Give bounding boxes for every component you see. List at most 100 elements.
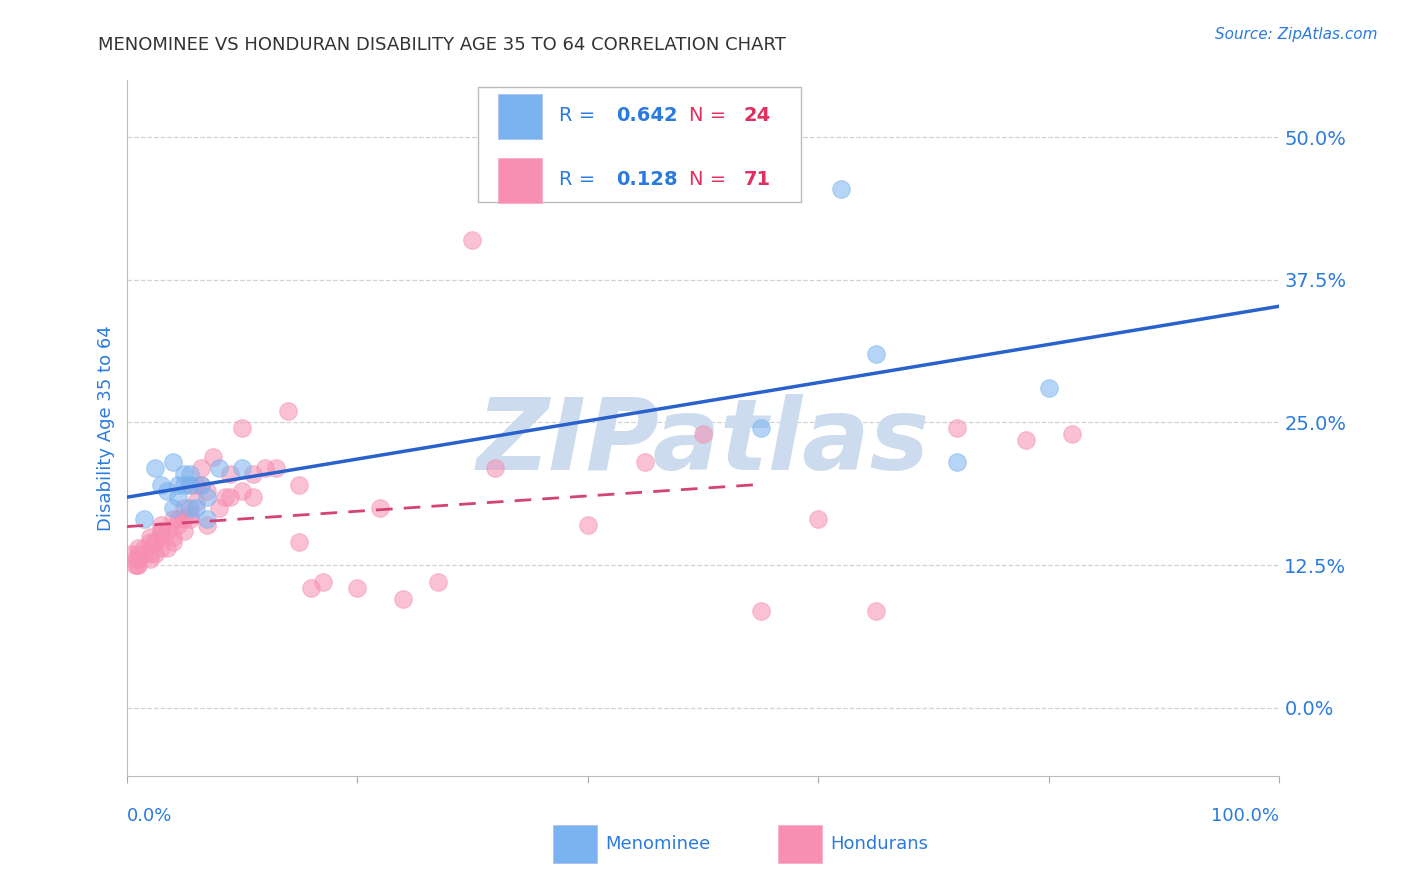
Point xyxy=(277,404,299,418)
Point xyxy=(190,461,212,475)
Point xyxy=(145,535,166,549)
FancyBboxPatch shape xyxy=(498,158,541,203)
Point xyxy=(167,512,190,526)
Point xyxy=(173,467,195,481)
Point xyxy=(138,529,160,543)
Point xyxy=(138,547,160,561)
Point xyxy=(184,495,207,509)
Point xyxy=(145,461,166,475)
Point xyxy=(576,518,599,533)
Point xyxy=(150,524,173,538)
Point xyxy=(219,467,242,481)
Point xyxy=(195,483,218,498)
Point xyxy=(945,421,967,435)
Point xyxy=(145,547,166,561)
Point xyxy=(132,547,155,561)
Point xyxy=(132,541,155,555)
FancyBboxPatch shape xyxy=(478,87,801,202)
Point xyxy=(208,461,231,475)
Point xyxy=(231,483,253,498)
Point xyxy=(156,483,179,498)
Point xyxy=(945,455,967,469)
Point xyxy=(127,558,149,572)
Point xyxy=(311,575,333,590)
Point xyxy=(127,541,149,555)
Point xyxy=(749,604,772,618)
Text: 0.0%: 0.0% xyxy=(127,807,172,825)
Point xyxy=(125,552,148,566)
Point xyxy=(179,467,201,481)
Point xyxy=(865,347,887,361)
Point xyxy=(749,421,772,435)
Point xyxy=(179,478,201,492)
Point xyxy=(426,575,449,590)
Point xyxy=(184,501,207,516)
Point xyxy=(368,501,391,516)
Point xyxy=(634,455,657,469)
Text: Source: ZipAtlas.com: Source: ZipAtlas.com xyxy=(1215,27,1378,42)
Point xyxy=(179,507,201,521)
Point xyxy=(190,478,212,492)
Point xyxy=(231,461,253,475)
Text: 0.128: 0.128 xyxy=(617,169,678,188)
Point xyxy=(150,524,173,538)
Text: MENOMINEE VS HONDURAN DISABILITY AGE 35 TO 64 CORRELATION CHART: MENOMINEE VS HONDURAN DISABILITY AGE 35 … xyxy=(98,36,786,54)
Point xyxy=(173,512,195,526)
Point xyxy=(242,467,264,481)
Point xyxy=(179,501,201,516)
FancyBboxPatch shape xyxy=(778,825,821,863)
Point xyxy=(484,461,506,475)
Point xyxy=(392,592,415,607)
Point xyxy=(156,541,179,555)
FancyBboxPatch shape xyxy=(498,95,541,139)
Text: R =: R = xyxy=(560,105,595,125)
Point xyxy=(132,512,155,526)
Y-axis label: Disability Age 35 to 64: Disability Age 35 to 64 xyxy=(97,326,115,531)
Point xyxy=(173,501,195,516)
Point xyxy=(167,490,190,504)
Point xyxy=(190,478,212,492)
Point xyxy=(138,535,160,549)
Point xyxy=(208,501,231,516)
Point xyxy=(121,547,143,561)
Point xyxy=(162,455,184,469)
Point xyxy=(299,581,322,595)
Point xyxy=(195,512,218,526)
Point xyxy=(127,547,149,561)
Point xyxy=(145,535,166,549)
Point xyxy=(150,518,173,533)
Text: N =: N = xyxy=(689,105,727,125)
Point xyxy=(179,512,201,526)
Point xyxy=(253,461,276,475)
Point xyxy=(179,478,201,492)
Point xyxy=(162,529,184,543)
Point xyxy=(288,478,311,492)
Point xyxy=(461,233,484,247)
Text: Hondurans: Hondurans xyxy=(830,835,928,853)
FancyBboxPatch shape xyxy=(553,825,598,863)
Point xyxy=(167,478,190,492)
Point xyxy=(162,512,184,526)
Text: 100.0%: 100.0% xyxy=(1212,807,1279,825)
Point xyxy=(346,581,368,595)
Point xyxy=(156,524,179,538)
Point xyxy=(150,541,173,555)
Point xyxy=(173,524,195,538)
Point xyxy=(219,490,242,504)
Text: 24: 24 xyxy=(744,105,770,125)
Text: N =: N = xyxy=(689,169,727,188)
Point xyxy=(266,461,288,475)
Point xyxy=(865,604,887,618)
Point xyxy=(124,558,146,572)
Point xyxy=(173,478,195,492)
Point xyxy=(195,518,218,533)
Point xyxy=(1060,426,1083,441)
Point xyxy=(195,490,218,504)
Text: ZIPatlas: ZIPatlas xyxy=(477,393,929,491)
Point xyxy=(242,490,264,504)
Point xyxy=(692,426,714,441)
Text: 71: 71 xyxy=(744,169,770,188)
Point xyxy=(162,501,184,516)
Point xyxy=(125,558,148,572)
Point xyxy=(807,512,830,526)
